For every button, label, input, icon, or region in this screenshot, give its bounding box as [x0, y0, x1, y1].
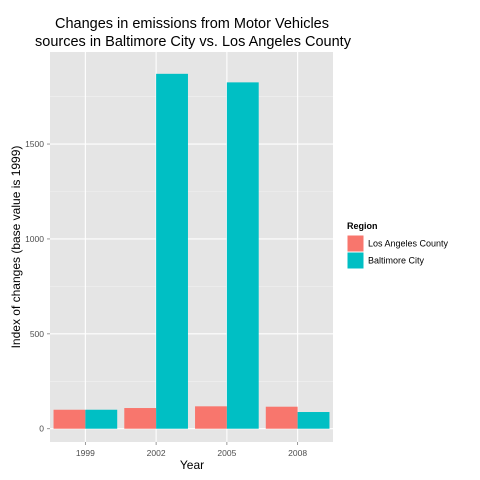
legend-swatch: [348, 236, 364, 252]
bar: [124, 408, 156, 429]
chart-title: Changes in emissions from Motor Vehicles…: [35, 16, 352, 50]
bar: [54, 410, 86, 429]
bar: [298, 412, 330, 429]
y-tick-label: 500: [30, 329, 44, 339]
y-tick-label: 1000: [25, 234, 44, 244]
bar: [227, 82, 259, 428]
bar: [195, 406, 227, 428]
x-tick-label: 1999: [76, 448, 95, 458]
legend-swatch: [348, 253, 364, 269]
bar: [266, 407, 298, 429]
x-axis-ticks: 1999 2002 2005 2008: [76, 442, 307, 458]
chart-title-line-1: Changes in emissions from Motor Vehicles: [55, 16, 329, 32]
x-tick-label: 2002: [147, 448, 166, 458]
bar: [85, 410, 117, 429]
y-axis-title: Index of changes (base value is 1999): [9, 146, 23, 349]
legend: Region Los Angeles County Baltimore City: [347, 221, 449, 269]
x-axis-title: Year: [180, 458, 204, 472]
bar: [156, 74, 188, 429]
legend-label: Los Angeles County: [368, 239, 449, 249]
y-tick-label: 0: [39, 424, 44, 434]
y-tick-label: 1500: [25, 139, 44, 149]
x-tick-label: 2005: [217, 448, 236, 458]
chart-title-line-2: sources in Baltimore City vs. Los Angele…: [35, 34, 352, 50]
legend-label: Baltimore City: [368, 256, 425, 266]
plot-panel: [50, 52, 333, 442]
legend-title: Region: [347, 221, 378, 231]
x-tick-label: 2008: [288, 448, 307, 458]
y-axis-ticks: 0 500 1000 1500: [25, 139, 50, 434]
